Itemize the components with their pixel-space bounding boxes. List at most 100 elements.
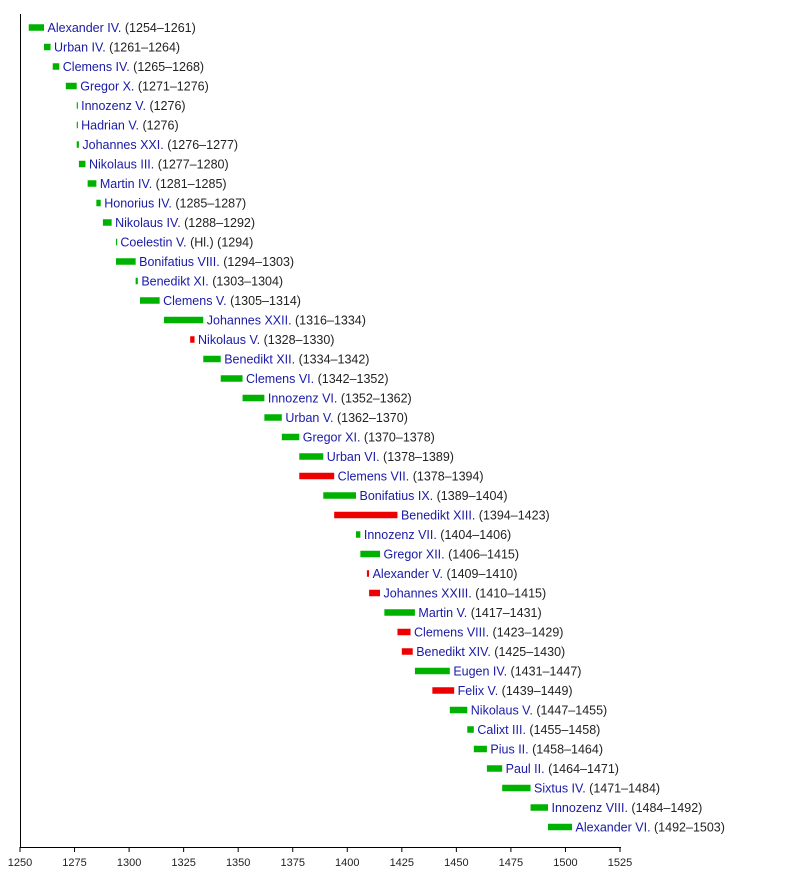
- pope-reign-bar: [473, 745, 487, 753]
- pope-name[interactable]: Clemens VII.: [338, 469, 410, 483]
- pope-name[interactable]: Nikolaus IV.: [115, 216, 181, 230]
- pope-name[interactable]: Sixtus IV.: [534, 781, 586, 795]
- pope-reign-bar: [44, 43, 51, 51]
- pope-name[interactable]: Nikolaus III.: [89, 157, 154, 171]
- pope-reign-bar: [87, 180, 97, 187]
- pope-name[interactable]: Alexander IV.: [48, 21, 122, 35]
- x-tick-label: 1275: [62, 857, 86, 869]
- pope-name[interactable]: Paul II.: [506, 762, 545, 776]
- x-axis-ticks: 1250 1275 1300 1325 1350 1375 1400 1425 1450 1475…: [8, 847, 632, 869]
- reign-label: Nikolaus III. (1277–1280): [89, 157, 229, 171]
- reign-label: Honorius IV. (1285–1287): [104, 196, 246, 210]
- pope-reign-bar: [76, 102, 78, 109]
- pope-reign-bar: [164, 316, 204, 324]
- pope-name[interactable]: Nikolaus V.: [471, 703, 533, 717]
- reign-label: Calixt III. (1455–1458): [477, 723, 600, 737]
- pope-reign-bar: [360, 550, 380, 558]
- axes: [20, 14, 621, 848]
- reign-years: (1261–1264): [106, 40, 180, 54]
- pope-name[interactable]: Benedikt XII.: [224, 352, 295, 366]
- reign-label: Alexander IV. (1254–1261): [48, 21, 196, 35]
- pope-name[interactable]: Benedikt XI.: [141, 274, 208, 288]
- reign-bars: [28, 24, 572, 831]
- reign-years: (1362–1370): [334, 411, 408, 425]
- reign-label: Clemens V. (1305–1314): [163, 294, 301, 308]
- reign-years: (1254–1261): [121, 21, 195, 35]
- pope-name[interactable]: Bonifatius VIII.: [139, 255, 220, 269]
- pope-name[interactable]: Alexander VI.: [576, 820, 651, 834]
- pope-name[interactable]: Hadrian V.: [81, 118, 139, 132]
- pope-name[interactable]: Urban V.: [285, 411, 333, 425]
- pope-reign-bar: [28, 24, 44, 31]
- pope-reign-bar: [52, 63, 60, 70]
- pope-name[interactable]: Benedikt XIV.: [416, 645, 491, 659]
- pope-reign-bar: [220, 375, 243, 382]
- pope-name[interactable]: Martin IV.: [100, 177, 152, 191]
- reign-label: Urban IV. (1261–1264): [54, 40, 180, 54]
- pope-name[interactable]: Gregor X.: [80, 79, 134, 93]
- reign-label: Coelestin V. (Hl.) (1294): [120, 235, 253, 249]
- reign-label: Urban VI. (1378–1389): [327, 450, 454, 464]
- x-tick-label: 1525: [608, 857, 632, 869]
- reign-years: (1409–1410): [443, 567, 517, 581]
- reign-label: Gregor XII. (1406–1415): [384, 547, 520, 561]
- x-tick-label: 1375: [280, 857, 304, 869]
- pope-reign-bar: [78, 160, 86, 168]
- pope-reign-bar: [414, 667, 450, 675]
- pope-name[interactable]: Clemens IV.: [63, 60, 130, 74]
- pope-name[interactable]: Clemens VIII.: [414, 625, 489, 639]
- reign-years: (1305–1314): [227, 294, 301, 308]
- pope-name[interactable]: Eugen IV.: [453, 664, 507, 678]
- reign-years: (1464–1471): [545, 762, 619, 776]
- x-tick-label: 1425: [390, 857, 414, 869]
- pope-name[interactable]: Nikolaus V.: [198, 333, 260, 347]
- reign-years: (1425–1430): [491, 645, 565, 659]
- reign-label: Alexander V. (1409–1410): [373, 567, 518, 581]
- antipope-reign-bar: [299, 472, 335, 480]
- reign-years: (1265–1268): [130, 60, 204, 74]
- pope-name[interactable]: Bonifatius IX.: [360, 489, 434, 503]
- pope-name[interactable]: Innozenz VI.: [268, 391, 338, 405]
- pope-name[interactable]: Calixt III.: [477, 723, 526, 737]
- pope-name[interactable]: Gregor XI.: [303, 430, 361, 444]
- pope-name[interactable]: Urban IV.: [54, 40, 106, 54]
- pope-name[interactable]: Honorius IV.: [104, 196, 172, 210]
- reign-label: Gregor X. (1271–1276): [80, 79, 209, 93]
- reign-label: Alexander VI. (1492–1503): [576, 820, 725, 834]
- pope-reign-bar: [323, 492, 356, 499]
- reign-label: Clemens VIII. (1423–1429): [414, 625, 563, 639]
- reign-years: (1285–1287): [172, 196, 246, 210]
- pope-reign-bar: [116, 238, 118, 246]
- pope-name[interactable]: Innozenz VII.: [364, 528, 437, 542]
- reign-label: Innozenz VI. (1352–1362): [268, 391, 412, 405]
- pope-name[interactable]: Felix V.: [458, 684, 499, 698]
- pope-name[interactable]: Benedikt XIII.: [401, 508, 475, 522]
- pope-name[interactable]: Gregor XII.: [384, 547, 445, 561]
- antipope-reign-bar: [369, 589, 380, 597]
- reign-label: Martin V. (1417–1431): [418, 606, 541, 620]
- pope-name[interactable]: Clemens VI.: [246, 372, 314, 386]
- reign-years: (1389–1404): [433, 489, 507, 503]
- reign-years: (1276–1277): [164, 138, 238, 152]
- pope-name[interactable]: Martin V.: [418, 606, 467, 620]
- pope-name[interactable]: Johannes XXIII.: [384, 586, 472, 600]
- reign-label: Felix V. (1439–1449): [458, 684, 573, 698]
- x-tick-label: 1350: [226, 857, 250, 869]
- antipope-reign-bar: [334, 511, 398, 519]
- reign-label: Clemens IV. (1265–1268): [63, 60, 204, 74]
- pope-name[interactable]: Alexander V.: [373, 567, 443, 581]
- pope-name[interactable]: Johannes XXII.: [207, 313, 292, 327]
- pope-name[interactable]: Johannes XXI.: [82, 138, 163, 152]
- pope-name[interactable]: Pius II.: [490, 742, 528, 756]
- pope-name[interactable]: Coelestin V.: [120, 235, 186, 249]
- pope-name[interactable]: Innozenz V.: [81, 99, 146, 113]
- pope-name[interactable]: Urban VI.: [327, 450, 380, 464]
- reign-label: Innozenz VII. (1404–1406): [364, 528, 511, 542]
- pope-reign-bar: [203, 355, 221, 363]
- antipope-reign-bar: [432, 687, 455, 694]
- reign-years: (1439–1449): [498, 684, 572, 698]
- reign-label: Bonifatius IX. (1389–1404): [360, 489, 508, 503]
- pope-reign-bar: [102, 219, 112, 226]
- pope-name[interactable]: Innozenz VIII.: [552, 801, 628, 815]
- pope-name[interactable]: Clemens V.: [163, 294, 226, 308]
